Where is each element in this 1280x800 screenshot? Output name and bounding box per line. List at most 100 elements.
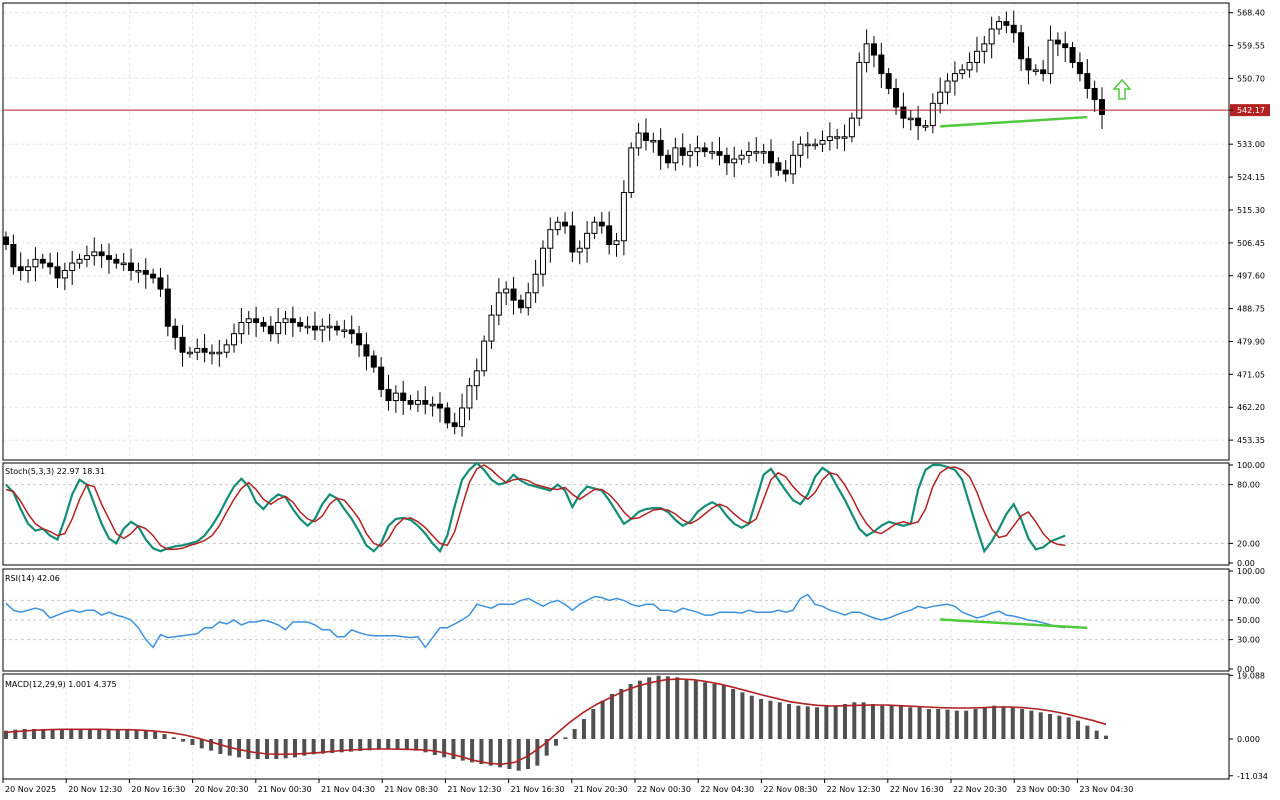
candle[interactable] [1047,39,1054,75]
candle[interactable] [392,392,399,402]
candle[interactable] [385,388,392,402]
candle[interactable] [429,403,436,407]
candle[interactable] [370,355,377,368]
candle[interactable] [554,221,561,231]
candle[interactable] [1040,69,1047,75]
macd-panel[interactable] [4,675,1108,771]
candle[interactable] [128,262,135,272]
candle[interactable] [54,266,61,279]
candle[interactable] [1025,58,1032,71]
candle[interactable] [186,351,193,355]
candle[interactable] [98,251,105,257]
candle[interactable] [973,50,980,63]
candle[interactable] [495,292,502,316]
candle[interactable] [253,318,260,324]
candle[interactable] [363,344,370,357]
candle[interactable] [539,247,546,275]
candle[interactable] [231,333,238,346]
candle[interactable] [1076,61,1083,75]
candle[interactable] [775,162,782,171]
candle[interactable] [47,262,54,268]
candle[interactable] [10,244,17,268]
candle[interactable] [157,277,164,290]
candle[interactable] [39,258,46,264]
candle[interactable] [893,87,900,108]
candle[interactable] [679,147,686,156]
candle[interactable] [532,273,539,294]
candle[interactable] [569,225,576,253]
candle[interactable] [481,340,488,372]
candle[interactable] [267,325,274,335]
candle[interactable] [503,288,510,294]
candle[interactable] [996,21,1003,30]
candle[interactable] [238,322,245,335]
candle[interactable] [459,407,466,428]
candle[interactable] [260,322,267,327]
candle[interactable] [878,54,885,75]
candle[interactable] [297,322,304,327]
candle[interactable] [488,314,495,342]
candle[interactable] [951,73,958,82]
candle[interactable] [1018,32,1025,60]
candle[interactable] [709,151,716,154]
candle[interactable] [289,318,296,324]
candle[interactable] [1099,99,1105,115]
candle[interactable] [400,392,407,402]
candle[interactable] [642,132,649,141]
candle[interactable] [223,344,230,353]
candle[interactable] [701,147,708,153]
candle[interactable] [915,117,922,127]
candle[interactable] [797,143,804,156]
candle[interactable] [1003,21,1010,26]
candle[interactable] [164,288,171,327]
candle[interactable] [885,73,892,89]
candle[interactable] [3,236,9,246]
candle[interactable] [348,329,355,335]
candle[interactable] [120,262,127,266]
candle[interactable] [142,270,149,275]
candle[interactable] [444,407,451,424]
candle[interactable] [731,158,738,164]
candle[interactable] [665,154,672,164]
candle[interactable] [422,400,429,405]
candle[interactable] [716,151,723,156]
candle[interactable] [929,102,936,127]
stochastic-panel[interactable] [5,461,1066,554]
candle[interactable] [672,147,679,164]
candle[interactable] [356,333,363,346]
candle[interactable] [694,147,701,153]
candle[interactable] [510,288,517,301]
candle[interactable] [1069,47,1076,63]
candle[interactable] [83,255,90,260]
candle[interactable] [804,143,811,147]
candle[interactable] [635,132,642,149]
candle[interactable] [650,139,657,143]
candle[interactable] [826,136,833,141]
candle[interactable] [562,221,569,227]
candle[interactable] [172,325,179,338]
candle[interactable] [657,139,664,156]
candle[interactable] [245,318,252,324]
candle[interactable] [378,366,385,390]
candle[interactable] [208,351,215,355]
candle[interactable] [922,125,929,128]
candle[interactable] [937,91,944,104]
candle[interactable] [863,43,870,63]
candle[interactable] [61,270,68,279]
candle[interactable] [113,258,120,264]
candle[interactable] [576,247,583,253]
candle[interactable] [687,151,694,156]
candle[interactable] [105,255,112,260]
candle[interactable] [194,348,201,353]
candle[interactable] [69,262,76,272]
candle[interactable] [341,329,348,332]
buy-arrow-icon[interactable] [1112,78,1132,100]
candle[interactable] [473,370,480,387]
candle[interactable] [606,225,613,246]
candle[interactable] [782,169,789,175]
candle[interactable] [959,69,966,75]
candle[interactable] [326,325,333,329]
price-panel[interactable]: 542.17 [3,10,1270,437]
candle[interactable] [275,322,282,335]
candle[interactable] [334,325,341,331]
